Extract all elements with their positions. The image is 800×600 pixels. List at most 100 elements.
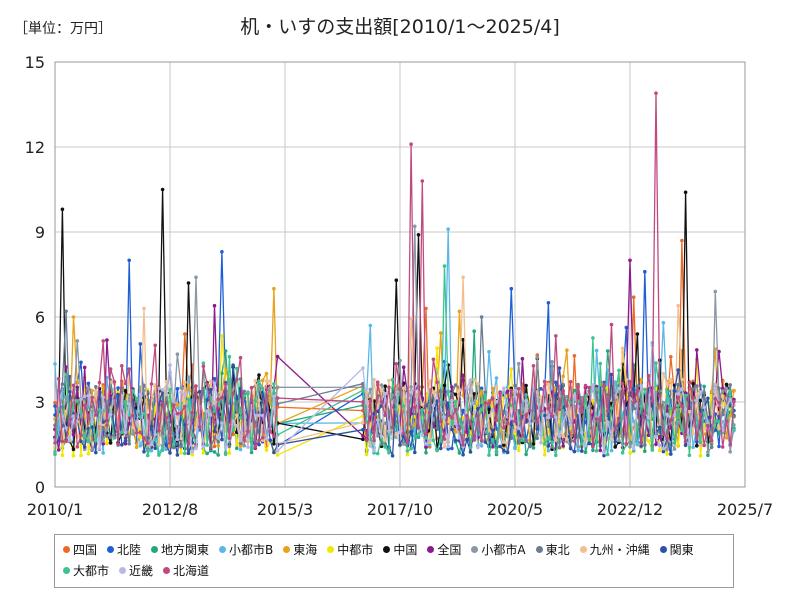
data-point <box>676 443 680 447</box>
data-point <box>108 441 113 445</box>
data-point <box>479 444 484 448</box>
data-point <box>401 431 406 435</box>
data-point <box>672 412 677 417</box>
data-point <box>171 403 176 407</box>
data-point <box>513 428 517 433</box>
data-point <box>672 447 677 451</box>
data-point <box>476 445 480 450</box>
data-point <box>698 390 703 394</box>
data-point <box>183 451 187 456</box>
data-point <box>509 423 514 427</box>
data-point <box>450 415 454 420</box>
data-point <box>631 419 636 424</box>
legend-item: 近畿 <box>119 560 153 581</box>
data-point <box>220 395 224 400</box>
data-point <box>97 446 102 451</box>
data-point <box>465 430 469 434</box>
plot-border <box>54 61 746 488</box>
data-point <box>116 442 120 447</box>
legend-marker <box>327 546 335 553</box>
data-point <box>669 377 673 382</box>
data-point <box>580 410 584 414</box>
data-point <box>442 445 447 449</box>
x-tick-label: 2025/7 <box>717 500 773 519</box>
data-point <box>375 380 380 385</box>
data-point <box>372 411 376 416</box>
data-point <box>253 398 258 403</box>
data-point <box>687 442 692 446</box>
data-point <box>524 383 528 388</box>
data-point <box>409 316 413 321</box>
data-point <box>275 453 280 457</box>
data-point <box>53 441 57 445</box>
data-point <box>116 386 120 390</box>
data-point <box>654 361 658 365</box>
data-point <box>413 405 417 410</box>
data-point <box>546 444 551 448</box>
data-point <box>153 432 157 437</box>
data-point <box>717 444 721 449</box>
data-point <box>71 432 76 437</box>
data-point <box>387 385 391 390</box>
data-point <box>554 334 558 338</box>
data-point <box>617 418 621 423</box>
data-point <box>242 443 246 448</box>
data-point <box>379 387 384 392</box>
data-point <box>594 449 599 453</box>
data-point <box>175 387 180 391</box>
data-point <box>235 413 239 418</box>
legend-label: 中国 <box>393 543 418 557</box>
data-point <box>520 438 525 443</box>
series-line <box>54 365 735 457</box>
data-point <box>661 400 666 405</box>
data-point <box>387 378 391 383</box>
legend-item: 関東 <box>659 539 694 560</box>
data-point <box>691 445 695 450</box>
data-point <box>591 336 595 340</box>
data-point <box>628 379 632 384</box>
data-point <box>86 416 91 420</box>
data-point <box>457 435 462 440</box>
data-point <box>375 409 380 414</box>
data-point <box>272 442 276 446</box>
data-point <box>205 443 209 447</box>
data-point <box>379 434 384 439</box>
data-point <box>197 425 202 429</box>
data-point <box>680 387 684 391</box>
data-point <box>123 388 128 393</box>
data-point <box>390 454 395 458</box>
data-point <box>695 418 699 423</box>
data-point <box>361 437 365 442</box>
data-point <box>650 404 655 408</box>
data-point <box>168 363 172 367</box>
data-point <box>554 438 558 442</box>
data-point <box>231 419 235 424</box>
data-point <box>635 332 640 336</box>
data-point <box>528 444 532 449</box>
data-point <box>212 435 217 440</box>
data-point <box>602 382 606 387</box>
legend-label: 中都市 <box>337 543 374 557</box>
data-point <box>494 449 499 454</box>
data-point <box>149 382 154 386</box>
data-point <box>183 380 187 385</box>
data-point <box>427 379 432 383</box>
data-point <box>79 453 83 458</box>
data-point <box>720 445 725 449</box>
data-point <box>695 443 699 448</box>
data-point <box>153 446 157 451</box>
data-point <box>554 380 558 385</box>
data-point <box>383 445 388 449</box>
data-point <box>453 421 458 426</box>
data-point <box>205 382 209 386</box>
data-point <box>79 410 83 415</box>
data-point <box>591 413 595 417</box>
data-point <box>442 415 447 420</box>
data-point <box>75 385 80 390</box>
data-point <box>676 368 680 372</box>
data-point <box>509 367 514 371</box>
data-point <box>212 450 217 454</box>
data-point <box>502 443 506 447</box>
x-tick-label: 2022/12 <box>597 500 663 519</box>
data-point <box>264 437 269 441</box>
